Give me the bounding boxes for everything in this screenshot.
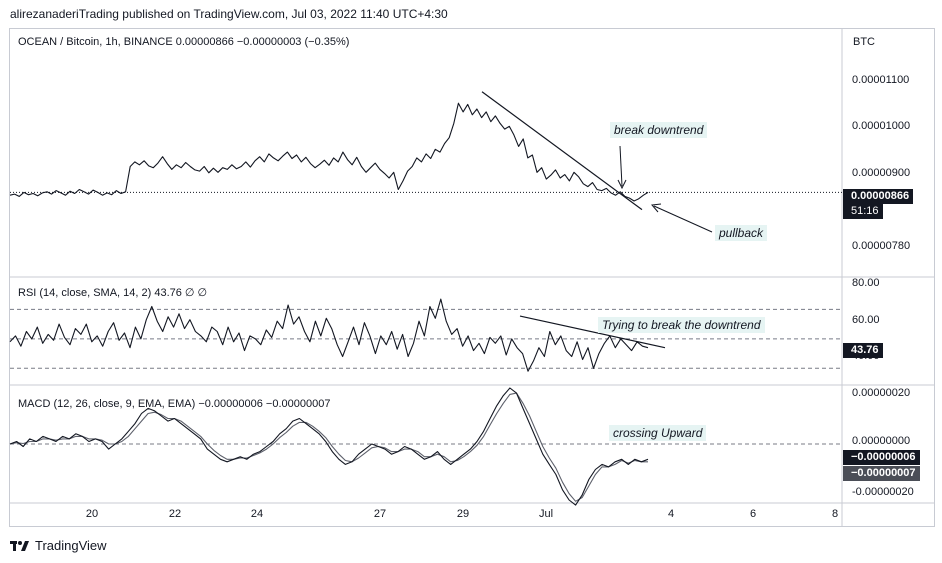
- macd-pane-title: MACD (12, 26, close, 9, EMA, EMA) −0.000…: [18, 398, 331, 410]
- x-tick-label: 4: [667, 508, 675, 520]
- x-tick-label: 20: [85, 508, 99, 520]
- x-tick-label: Jul: [538, 508, 554, 520]
- price-series-line: [9, 102, 649, 202]
- macd-value-tag: −0.00000006: [843, 450, 920, 465]
- signal-value-tag: −0.00000007: [843, 466, 920, 481]
- rsi-series-line: [9, 298, 649, 372]
- tradingview-logo-icon: [10, 540, 29, 551]
- countdown-tag: 51:16: [843, 204, 883, 219]
- macd-tick-label: 0.00000020: [852, 387, 911, 399]
- rsi-pane-title: RSI (14, close, SMA, 14, 2) 43.76 ∅ ∅: [18, 287, 208, 299]
- pullback-arrow-head: [651, 203, 662, 213]
- pullback-arrow-line: [653, 205, 713, 233]
- price-pane-title: OCEAN / Bitcoin, 1h, BINANCE 0.00000866 …: [18, 36, 350, 48]
- currency-label: BTC: [853, 36, 875, 48]
- macd-tick-label: -0.00000020: [852, 486, 914, 498]
- macd-tick-label: 0.00000000: [852, 435, 911, 447]
- x-tick-label: 24: [250, 508, 264, 520]
- footer-brand-label: TradingView: [35, 538, 107, 553]
- x-tick-label: 22: [168, 508, 182, 520]
- x-tick-label: 27: [373, 508, 387, 520]
- last-price-tag: 0.00000866: [843, 189, 914, 204]
- downtrend-rsi-note: Trying to break the downtrend: [598, 317, 765, 333]
- rsi-value-tag: 43.76: [843, 343, 883, 358]
- break-arrow-line: [619, 145, 623, 187]
- publish-header: alirezanaderiTrading published on Tradin…: [10, 7, 448, 21]
- x-tick-label: 6: [749, 508, 757, 520]
- rsi-tick-label: 60.00: [852, 314, 880, 326]
- break-downtrend-note: break downtrend: [610, 122, 708, 138]
- x-tick-label: 8: [831, 508, 839, 520]
- price-tick-label: 0.00001100: [852, 74, 910, 86]
- x-tick-label: 29: [456, 508, 470, 520]
- price-tick-label: 0.00000780: [852, 240, 911, 252]
- crossing-upward-note: crossing Upward: [609, 425, 707, 441]
- rsi-tick-label: 80.00: [852, 277, 880, 289]
- rsi-downtrend-line: [519, 315, 666, 349]
- price-tick-label: 0.00000900: [852, 167, 911, 179]
- footer-brand[interactable]: TradingView: [10, 538, 107, 553]
- price-tick-label: 0.00001000: [852, 120, 911, 132]
- macd-series-line: [9, 387, 649, 506]
- price-downtrend-line: [481, 91, 643, 211]
- break-arrow-head: [617, 179, 627, 190]
- pullback-note: pullback: [715, 225, 768, 241]
